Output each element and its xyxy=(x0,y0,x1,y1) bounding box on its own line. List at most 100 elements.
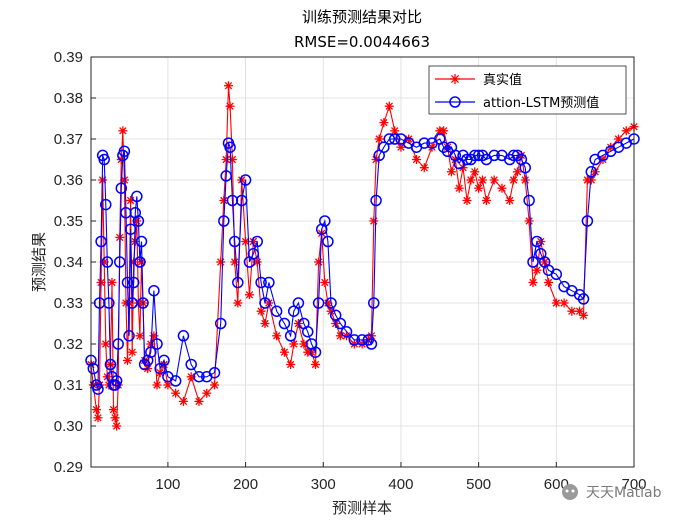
data-point xyxy=(284,330,297,342)
data-point xyxy=(235,194,248,207)
data-point xyxy=(374,134,384,144)
data-point xyxy=(134,256,146,268)
data-point xyxy=(121,276,134,289)
data-point xyxy=(123,330,135,342)
x-tick-label: 600 xyxy=(544,476,569,493)
wechat-icon xyxy=(562,484,578,500)
data-point xyxy=(225,101,235,111)
data-point xyxy=(216,257,226,267)
series-layer xyxy=(85,81,640,431)
data-point xyxy=(178,396,188,406)
data-point xyxy=(113,256,126,268)
legend: 真实值 attion-LSTM预测值 xyxy=(428,65,627,115)
data-point xyxy=(124,223,137,235)
chart-subtitle: RMSE=0.0044663 xyxy=(294,33,430,51)
data-point xyxy=(334,317,347,330)
data-point xyxy=(123,355,133,365)
data-point xyxy=(202,388,212,398)
data-point xyxy=(98,153,110,166)
data-point xyxy=(527,256,539,268)
data-point xyxy=(256,306,266,316)
data-point xyxy=(567,306,577,316)
data-point xyxy=(550,268,563,281)
x-tick-label: 400 xyxy=(388,476,413,493)
data-point xyxy=(278,317,291,330)
data-point xyxy=(148,284,160,297)
x-tick-label: 200 xyxy=(233,476,258,493)
data-point xyxy=(577,293,590,305)
data-point xyxy=(476,149,489,162)
data-point xyxy=(110,375,123,387)
data-point xyxy=(606,142,616,152)
data-point xyxy=(512,167,522,177)
data-point xyxy=(93,413,103,423)
data-point xyxy=(365,338,378,350)
y-axis-label: 预测结果 xyxy=(30,232,48,292)
data-point xyxy=(579,310,589,320)
data-point xyxy=(312,297,325,309)
data-point xyxy=(581,215,594,227)
data-point xyxy=(454,183,464,193)
data-point xyxy=(348,334,361,346)
data-point xyxy=(531,235,543,248)
y-tick-label: 0.32 xyxy=(54,336,83,353)
legend-label-true: 真实值 xyxy=(483,72,522,88)
data-point xyxy=(466,175,476,185)
data-point xyxy=(478,175,488,185)
data-point xyxy=(87,362,100,375)
data-point xyxy=(325,297,337,309)
data-point xyxy=(255,276,267,289)
x-tick-label: 100 xyxy=(155,476,180,493)
data-point xyxy=(169,375,182,387)
data-point xyxy=(247,248,260,260)
x-axis-label: 预测样本 xyxy=(332,499,392,517)
data-point xyxy=(272,331,282,341)
data-point xyxy=(368,297,380,309)
data-point xyxy=(260,319,270,328)
data-point xyxy=(270,305,283,317)
data-point xyxy=(384,101,394,111)
data-point xyxy=(152,380,162,390)
data-point xyxy=(520,175,530,185)
data-point xyxy=(356,334,368,346)
data-point xyxy=(101,256,114,268)
data-point xyxy=(177,330,190,342)
data-point xyxy=(228,235,241,248)
y-tick-label: 0.33 xyxy=(54,295,83,312)
data-point xyxy=(511,149,524,162)
y-tick-label: 0.35 xyxy=(54,213,83,230)
data-point xyxy=(489,175,499,185)
data-point xyxy=(369,216,379,226)
watermark: 天天Matlab xyxy=(562,484,662,501)
data-point xyxy=(509,175,519,185)
data-point xyxy=(208,366,221,379)
data-point xyxy=(419,163,429,173)
data-point xyxy=(411,155,421,164)
y-tick-label: 0.36 xyxy=(54,172,83,189)
data-point xyxy=(224,141,236,153)
x-tick-label: 500 xyxy=(466,476,491,493)
data-point xyxy=(112,421,122,431)
data-point xyxy=(439,126,449,136)
data-point xyxy=(335,331,345,341)
data-point xyxy=(585,166,598,178)
data-point xyxy=(613,134,623,144)
data-point xyxy=(95,235,107,248)
x-tick-label: 700 xyxy=(621,476,646,493)
x-tick-label: 300 xyxy=(311,476,336,493)
data-point xyxy=(470,167,480,177)
data-point xyxy=(118,145,131,158)
data-point xyxy=(379,118,389,128)
data-point xyxy=(104,358,117,371)
data-point xyxy=(279,347,289,357)
data-point xyxy=(309,346,322,358)
data-point xyxy=(131,190,143,203)
data-point xyxy=(322,235,334,248)
ticks: 100 200 300 400 500 600 700 0.29 0.30 0.31 0.32 0.3… xyxy=(54,49,647,493)
data-point xyxy=(320,278,330,287)
data-point xyxy=(109,405,119,415)
data-point xyxy=(239,174,252,186)
data-point xyxy=(223,81,233,91)
data-point xyxy=(101,339,111,349)
